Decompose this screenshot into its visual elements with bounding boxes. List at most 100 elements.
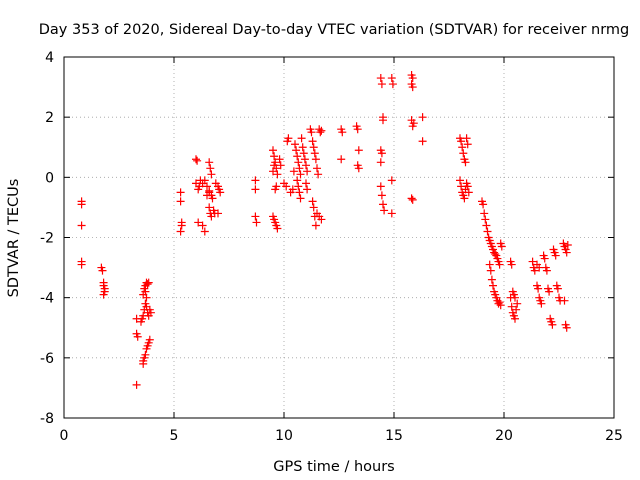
data-point [548,320,557,329]
data-point [540,254,549,263]
data-point [551,251,560,260]
y-tick-label: 2 [45,110,54,126]
data-point [479,200,488,209]
data-point [353,125,362,134]
data-point [205,203,214,212]
data-point [251,212,260,221]
data-point [418,113,427,122]
data-point [303,185,312,194]
data-point [141,287,150,296]
data-point [409,119,418,128]
data-point [388,80,397,89]
data-point [302,179,310,188]
data-point [487,275,496,284]
data-point [317,126,326,135]
x-tick-label: 25 [605,428,623,444]
data-point [497,242,506,251]
data-point [489,281,497,290]
data-point [294,158,303,167]
data-point [298,143,307,152]
data-point [530,266,539,275]
y-tick-label: 4 [45,50,54,66]
y-tick-label: -6 [40,351,54,367]
data-point [269,146,277,155]
data-point [311,221,320,230]
y-tick-label: 0 [45,170,54,186]
data-point [77,260,86,269]
data-point [282,182,291,191]
data-point [463,182,472,191]
data-point [387,74,396,83]
data-point [295,188,304,197]
data-point [192,155,200,164]
data-point [302,161,310,170]
data-point [512,305,521,314]
data-point [542,266,551,275]
data-point [563,241,572,250]
data-point [377,191,386,200]
data-point [309,143,318,152]
data-point [275,155,284,164]
data-point [376,158,385,167]
data-point [528,257,537,266]
data-point [200,176,209,185]
data-point [407,194,416,203]
data-point [141,350,150,359]
data-point [507,302,516,311]
data-point [132,380,141,389]
y-axis-label: SDTVAR / TECUs [6,179,22,298]
data-point [483,227,492,236]
data-point [511,314,519,323]
data-point [142,293,151,302]
data-point [418,137,427,146]
data-point [270,152,279,161]
data-point [376,74,385,83]
data-point [296,170,305,179]
data-point [313,164,321,173]
data-point [133,332,142,341]
data-point [205,158,214,167]
y-tick-label: -8 [40,411,54,427]
data-point [288,185,297,194]
data-point [408,195,417,204]
data-point [291,140,299,149]
data-point [216,188,225,197]
data-point [317,215,326,224]
data-point [480,209,489,218]
data-point [387,176,396,185]
data-point [272,182,281,191]
data-point [408,74,417,83]
data-point [537,299,546,308]
axis-ticks: 0 5 10 15 20 25 -8 -6 -4 -2 0 2 4 [40,50,623,444]
data-point [308,197,317,206]
data-point [77,200,86,209]
data-point [293,176,302,185]
data-point [380,206,389,215]
data-point [294,182,303,191]
data-point [194,218,203,227]
data-point [460,194,469,203]
data-point [377,80,386,89]
data-point [496,301,505,310]
data-points [77,71,572,389]
data-point [207,170,216,179]
data-point [464,188,473,197]
data-point [203,191,211,200]
data-point [354,146,363,155]
data-point [205,186,214,195]
data-point [252,218,261,227]
data-point [295,164,304,173]
data-point [354,164,363,173]
data-point [251,185,260,194]
data-point [311,155,320,164]
data-point [203,182,211,191]
data-point [289,167,298,176]
data-point [139,359,148,368]
data-point [408,83,417,92]
data-point [145,335,154,344]
data-point [485,260,494,269]
data-point [307,128,316,137]
data-point [200,227,209,236]
data-point [463,140,472,149]
